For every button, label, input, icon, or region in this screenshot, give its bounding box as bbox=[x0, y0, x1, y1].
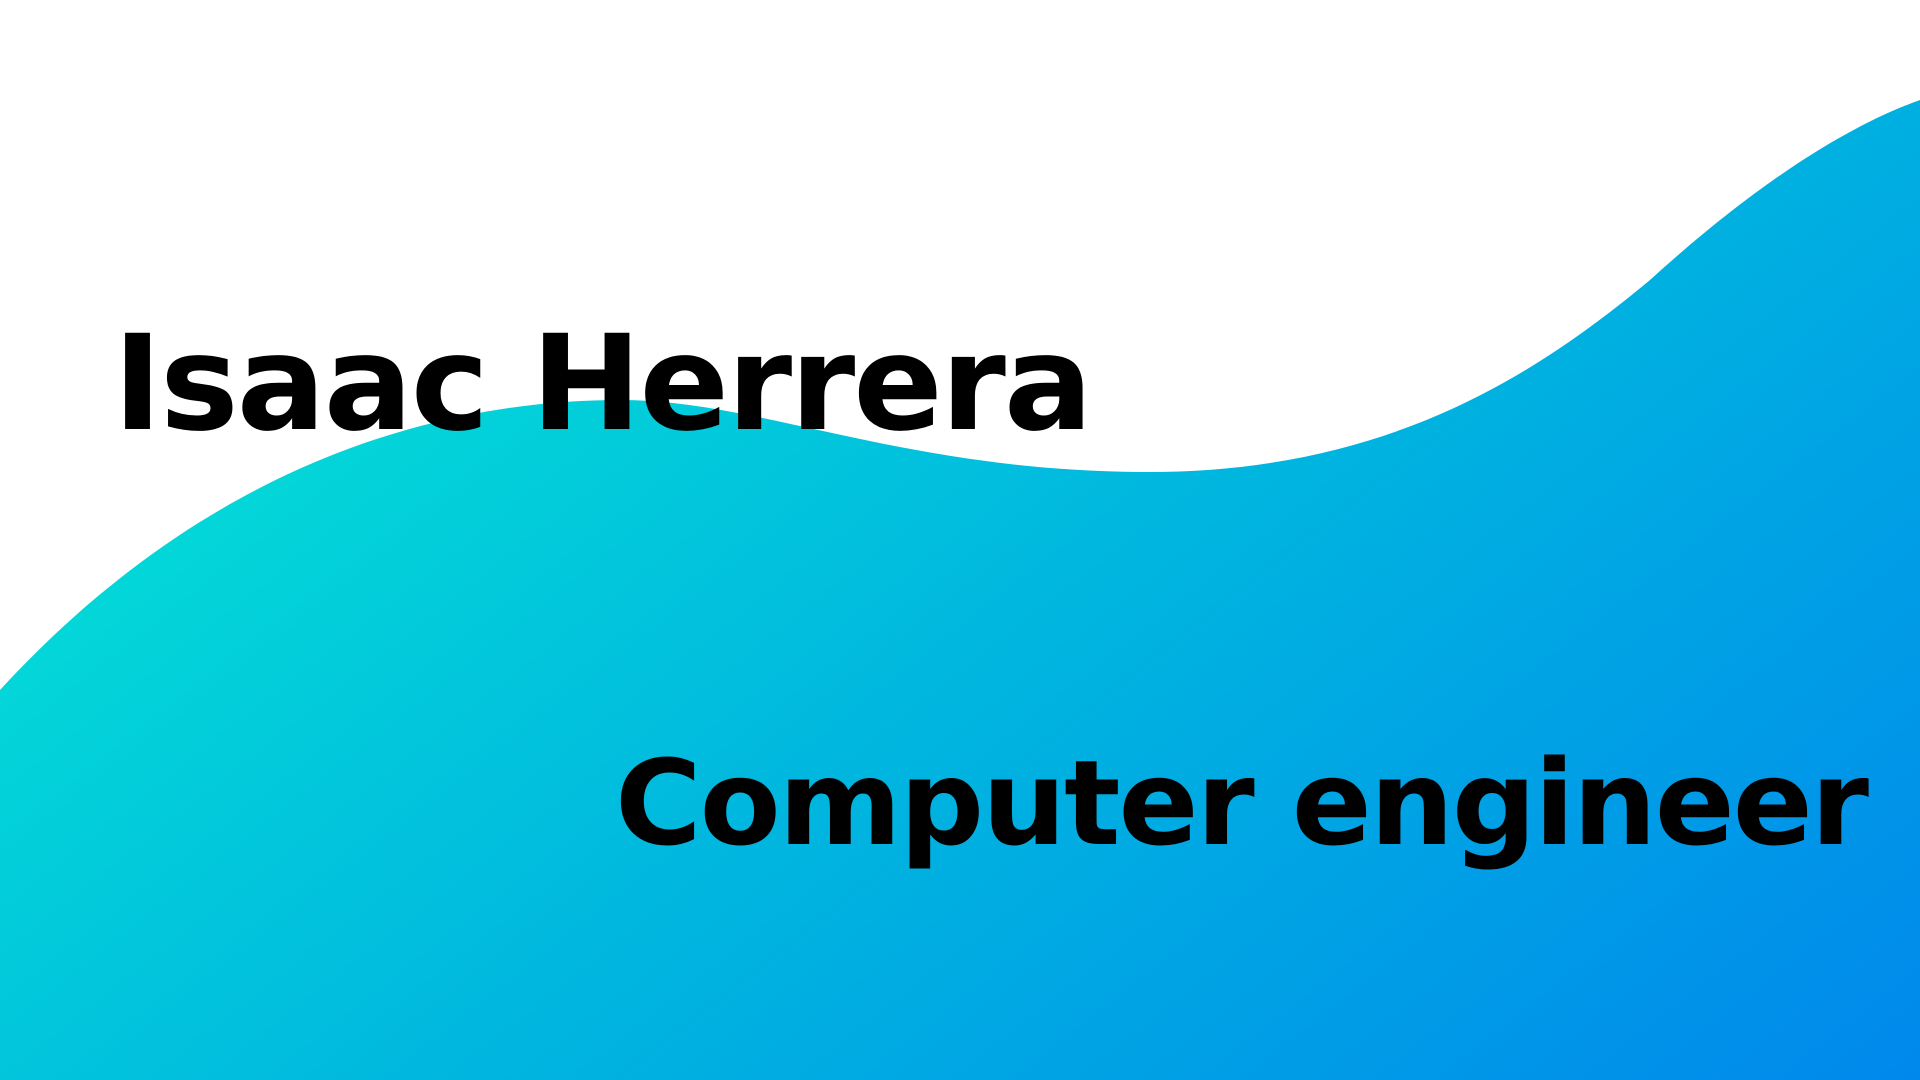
job-title: Computer engineer bbox=[614, 734, 1869, 872]
wave-shape bbox=[0, 100, 1920, 1080]
person-name: Isaac Herrera bbox=[113, 307, 1093, 461]
